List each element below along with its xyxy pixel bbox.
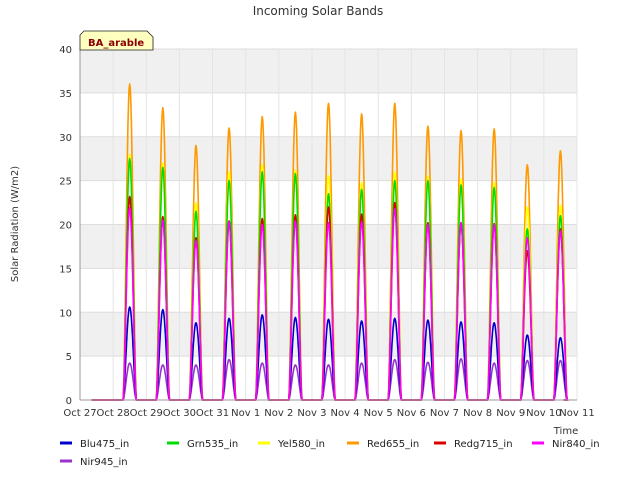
legend-label: Redg715_in [454, 439, 513, 450]
legend-label: Yel580_in [277, 439, 325, 450]
plot-band [80, 136, 577, 181]
y-tick-label: 20 [59, 221, 72, 232]
plot-band [80, 49, 577, 93]
y-tick-label: 10 [59, 308, 72, 319]
y-tick-label: 35 [59, 89, 72, 100]
x-tick-label: Nov 8 [463, 408, 492, 419]
x-tick-label: Nov 9 [496, 408, 525, 419]
legend: Blu475_in Grn535_in Yel580_in Red655_in Redg… [60, 439, 600, 468]
y-tick-label: 15 [59, 264, 72, 275]
legend-label: Grn535_in [187, 439, 238, 450]
x-tick-label: Oct 31 [196, 408, 229, 419]
x-tick-label: Nov 10 [526, 408, 561, 419]
badge-label: BA_arable [88, 38, 144, 49]
x-tick-label: Oct 30 [163, 408, 196, 419]
y-tick-label: 0 [66, 396, 72, 407]
x-tick-label: Nov 4 [331, 408, 360, 419]
legend-label: Nir945_in [80, 457, 128, 468]
x-tick-label: Oct 27 [63, 408, 96, 419]
x-tick-labels: Oct 27 Oct 28 Oct 29 Oct 30 Oct 31 Nov 1 Nov 2… [63, 408, 594, 419]
y-tick-label: 25 [59, 177, 72, 188]
x-tick-label: Oct 28 [97, 408, 130, 419]
chart-title: Incoming Solar Bands [253, 4, 384, 18]
x-tick-label: Nov 6 [397, 408, 426, 419]
legend-label: Blu475_in [80, 439, 129, 450]
x-tick-label: Nov 3 [297, 408, 326, 419]
axes [79, 49, 577, 401]
x-tick-label: Oct 29 [130, 408, 163, 419]
legend-label: Nir840_in [552, 439, 600, 450]
y-tick-label: 40 [59, 45, 72, 56]
y-tick-label: 5 [66, 352, 72, 363]
x-tick-label: Nov 1 [231, 408, 260, 419]
y-axis-title: Solar Radiation (W/m2) [10, 166, 21, 282]
x-tick-label: Nov 11 [559, 408, 594, 419]
x-tick-label: Nov 5 [364, 408, 393, 419]
x-axis-title: Time [553, 426, 578, 437]
badge-shape [79, 30, 154, 51]
y-tick-label: 30 [59, 133, 72, 144]
x-tick-label: Nov 7 [430, 408, 459, 419]
x-tick-label: Nov 2 [264, 408, 293, 419]
y-tick-labels: 0 5 10 15 20 25 30 35 40 [59, 45, 72, 407]
plot-band [80, 224, 577, 269]
legend-label: Red655_in [367, 439, 419, 450]
badge: BA_arable [79, 30, 154, 51]
